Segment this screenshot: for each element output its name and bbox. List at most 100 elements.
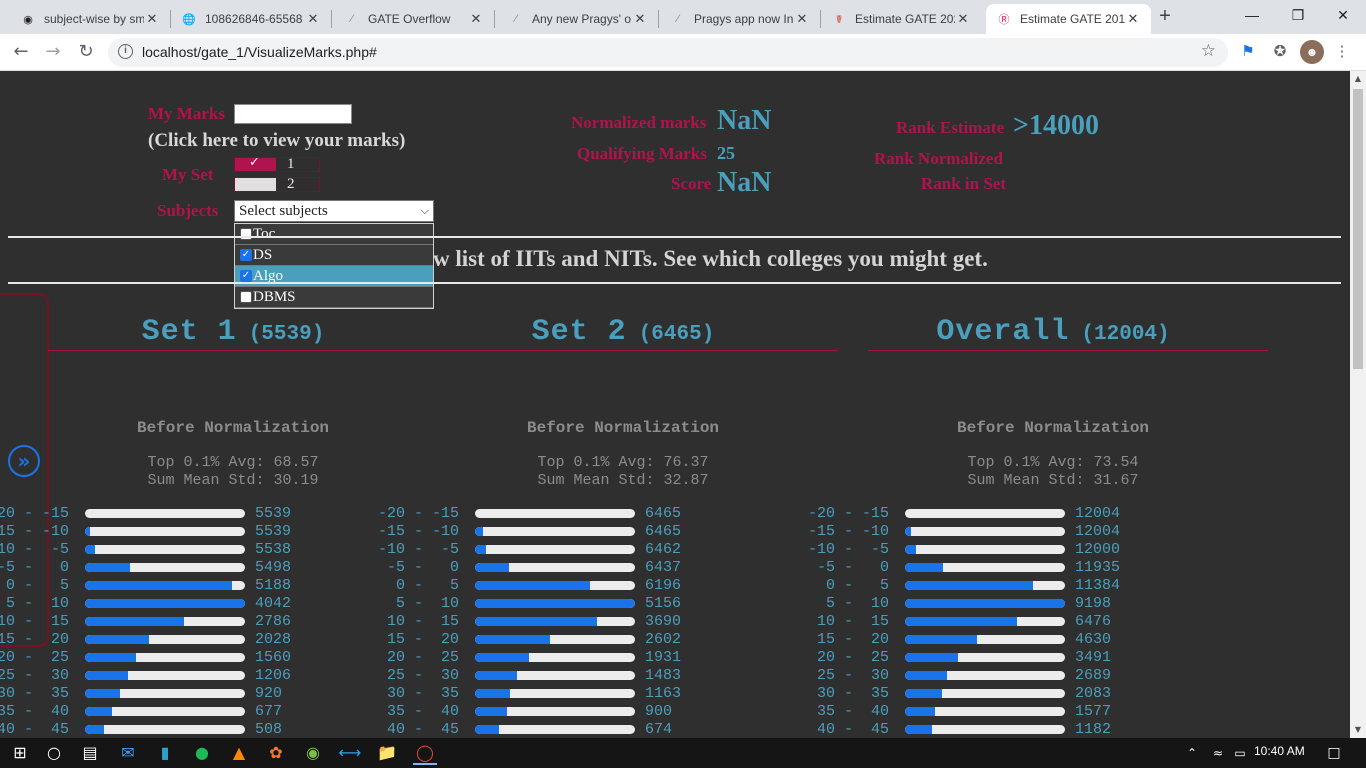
browser-tab[interactable]: Ⓡ Estimate GATE 201 ✕ (986, 4, 1151, 34)
browser-tab[interactable]: ⁄ Pragys app now In ✕ (660, 4, 820, 34)
side-panel (0, 293, 49, 647)
column-count: (5539) (248, 323, 325, 346)
histogram-bar (475, 527, 635, 536)
rank-estimate-label: Rank Estimate (896, 118, 1005, 137)
cumulative-count: 11935 (1075, 559, 1121, 576)
my-marks-input[interactable] (234, 104, 352, 124)
subject-option[interactable]: ✓ Algo (235, 266, 433, 287)
subject-option[interactable]: Toc (235, 224, 433, 245)
notifications-icon[interactable]: □ (1327, 745, 1341, 761)
close-tab-icon[interactable]: ✕ (470, 11, 482, 26)
tray-chevron-up-icon[interactable]: ⌃ (1186, 746, 1198, 760)
scrollbar-thumb[interactable] (1353, 89, 1363, 369)
colleges-banner[interactable]: w list of IITs and NITs. See which colle… (433, 246, 988, 271)
range-label: 0 - 5 (378, 577, 460, 594)
cumulative-count: 5538 (255, 541, 292, 558)
clock[interactable]: 10:40 AM (1254, 744, 1305, 758)
close-window-button[interactable]: ✕ (1337, 7, 1349, 23)
cumulative-count: 5156 (645, 595, 682, 612)
task-view-icon[interactable]: ▤ (82, 743, 98, 762)
menu-kebab-icon[interactable]: ⋮ (1334, 44, 1350, 60)
range-label: 10 - 15 (378, 613, 460, 630)
battery-icon[interactable]: ▭ (1234, 746, 1246, 760)
utorrent-icon[interactable]: ◉ (306, 743, 320, 762)
info-icon[interactable]: i (118, 44, 133, 59)
url-text[interactable]: localhost/gate_1/VisualizeMarks.php# (142, 44, 377, 60)
browser-tab[interactable]: ⁄ Any new Pragys' o ✕ (498, 4, 658, 34)
new-tab-button[interactable]: + (1159, 5, 1171, 27)
close-tab-icon[interactable]: ✕ (957, 11, 969, 26)
histogram-bar (905, 581, 1065, 590)
file-explorer-icon[interactable]: 📁 (377, 743, 397, 762)
checkbox-icon[interactable] (240, 291, 252, 303)
histogram-bar-fill (905, 689, 942, 698)
browser-tab[interactable]: ☤ Estimate GATE 202 ✕ (821, 4, 981, 34)
forward-button[interactable]: → (45, 41, 61, 62)
blender-icon[interactable]: ✿ (269, 743, 283, 762)
cumulative-count: 1182 (1075, 721, 1112, 738)
browser-tab[interactable]: 🌐 108626846-65568 ✕ (171, 4, 331, 34)
maximize-button[interactable]: ❐ (1291, 7, 1305, 23)
view-marks-link[interactable]: (Click here to view your marks) (148, 130, 406, 151)
notebook-icon[interactable]: ▮ (160, 743, 170, 762)
cumulative-count: 12004 (1075, 523, 1121, 540)
histogram-bar-fill (475, 545, 487, 554)
checkbox-icon[interactable] (240, 228, 252, 240)
reload-button[interactable]: ↻ (78, 41, 94, 62)
checkbox-checked-icon[interactable]: ✓ (240, 249, 252, 261)
close-tab-icon[interactable]: ✕ (796, 11, 808, 26)
histogram-bar-fill (475, 599, 635, 608)
histogram-bar (475, 617, 635, 626)
range-label: -15 - -10 (0, 523, 70, 540)
tab-separator (170, 10, 171, 28)
close-tab-icon[interactable]: ✕ (146, 11, 158, 26)
close-tab-icon[interactable]: ✕ (1127, 11, 1139, 26)
histogram-bar-fill (475, 617, 597, 626)
set-2-label: 2 (287, 176, 295, 192)
extensions-puzzle-icon[interactable]: ✪ (1273, 44, 1287, 60)
histogram-bar-fill (905, 653, 958, 662)
spotify-icon[interactable]: ● (195, 743, 209, 762)
histogram-bar-fill (905, 635, 977, 644)
close-tab-icon[interactable]: ✕ (307, 11, 319, 26)
histogram-bar-fill (85, 653, 137, 662)
column-count: (12004) (1081, 323, 1170, 346)
expand-panel-icon[interactable]: » (8, 445, 40, 477)
set-1-checkbox[interactable]: ✓ (235, 155, 276, 171)
set-2-checkbox[interactable] (235, 178, 276, 191)
search-icon[interactable]: ○ (47, 743, 61, 762)
subject-option[interactable]: DBMS (235, 287, 433, 308)
mail-icon[interactable]: ✉ (121, 743, 135, 762)
minimize-button[interactable]: — (1245, 7, 1259, 23)
vertical-scrollbar[interactable]: ▲ ▼ (1350, 71, 1366, 738)
vlc-icon[interactable]: ▲ (232, 743, 246, 762)
checkbox-checked-icon[interactable]: ✓ (240, 270, 252, 282)
bookmark-extension-icon[interactable]: ⚑ (1241, 44, 1255, 60)
wifi-icon[interactable]: ≈ (1212, 746, 1224, 760)
chrome-icon[interactable]: ◯ (413, 741, 437, 765)
subject-option[interactable]: ✓ DS (235, 245, 433, 266)
column-count: (6465) (638, 323, 715, 346)
gateoverflow-icon: ⁄ (515, 13, 517, 25)
close-tab-icon[interactable]: ✕ (634, 11, 646, 26)
omnibox[interactable]: i localhost/gate_1/VisualizeMarks.php# ☆ (108, 38, 1228, 67)
bookmark-star-icon[interactable]: ☆ (1200, 41, 1216, 60)
scroll-up-icon[interactable]: ▲ (1354, 74, 1362, 83)
browser-tab[interactable]: ◉ subject-wise by sm ✕ (10, 4, 170, 34)
column-underline (48, 350, 448, 351)
histogram-bar-fill (85, 599, 245, 608)
browser-tab[interactable]: ⁄ GATE Overflow ✕ (334, 4, 494, 34)
profile-avatar[interactable]: ☻ (1300, 40, 1324, 64)
cumulative-count: 2786 (255, 613, 292, 630)
scroll-down-icon[interactable]: ▼ (1354, 725, 1362, 734)
subject-option-label: Algo (253, 268, 283, 284)
subjects-select[interactable]: Select subjects ⌵ (234, 200, 434, 222)
set-option-2[interactable]: 2 (234, 176, 320, 192)
tab-title: Any new Pragys' o (532, 12, 632, 26)
range-label: -10 - -5 (378, 541, 460, 558)
set-option-1[interactable]: ✓ 1 (234, 155, 320, 172)
windows-start-icon[interactable]: ⊞ (13, 743, 27, 762)
histogram-bar (475, 545, 635, 554)
back-button[interactable]: ← (13, 41, 29, 62)
vscode-icon[interactable]: ⟷ (338, 743, 362, 762)
